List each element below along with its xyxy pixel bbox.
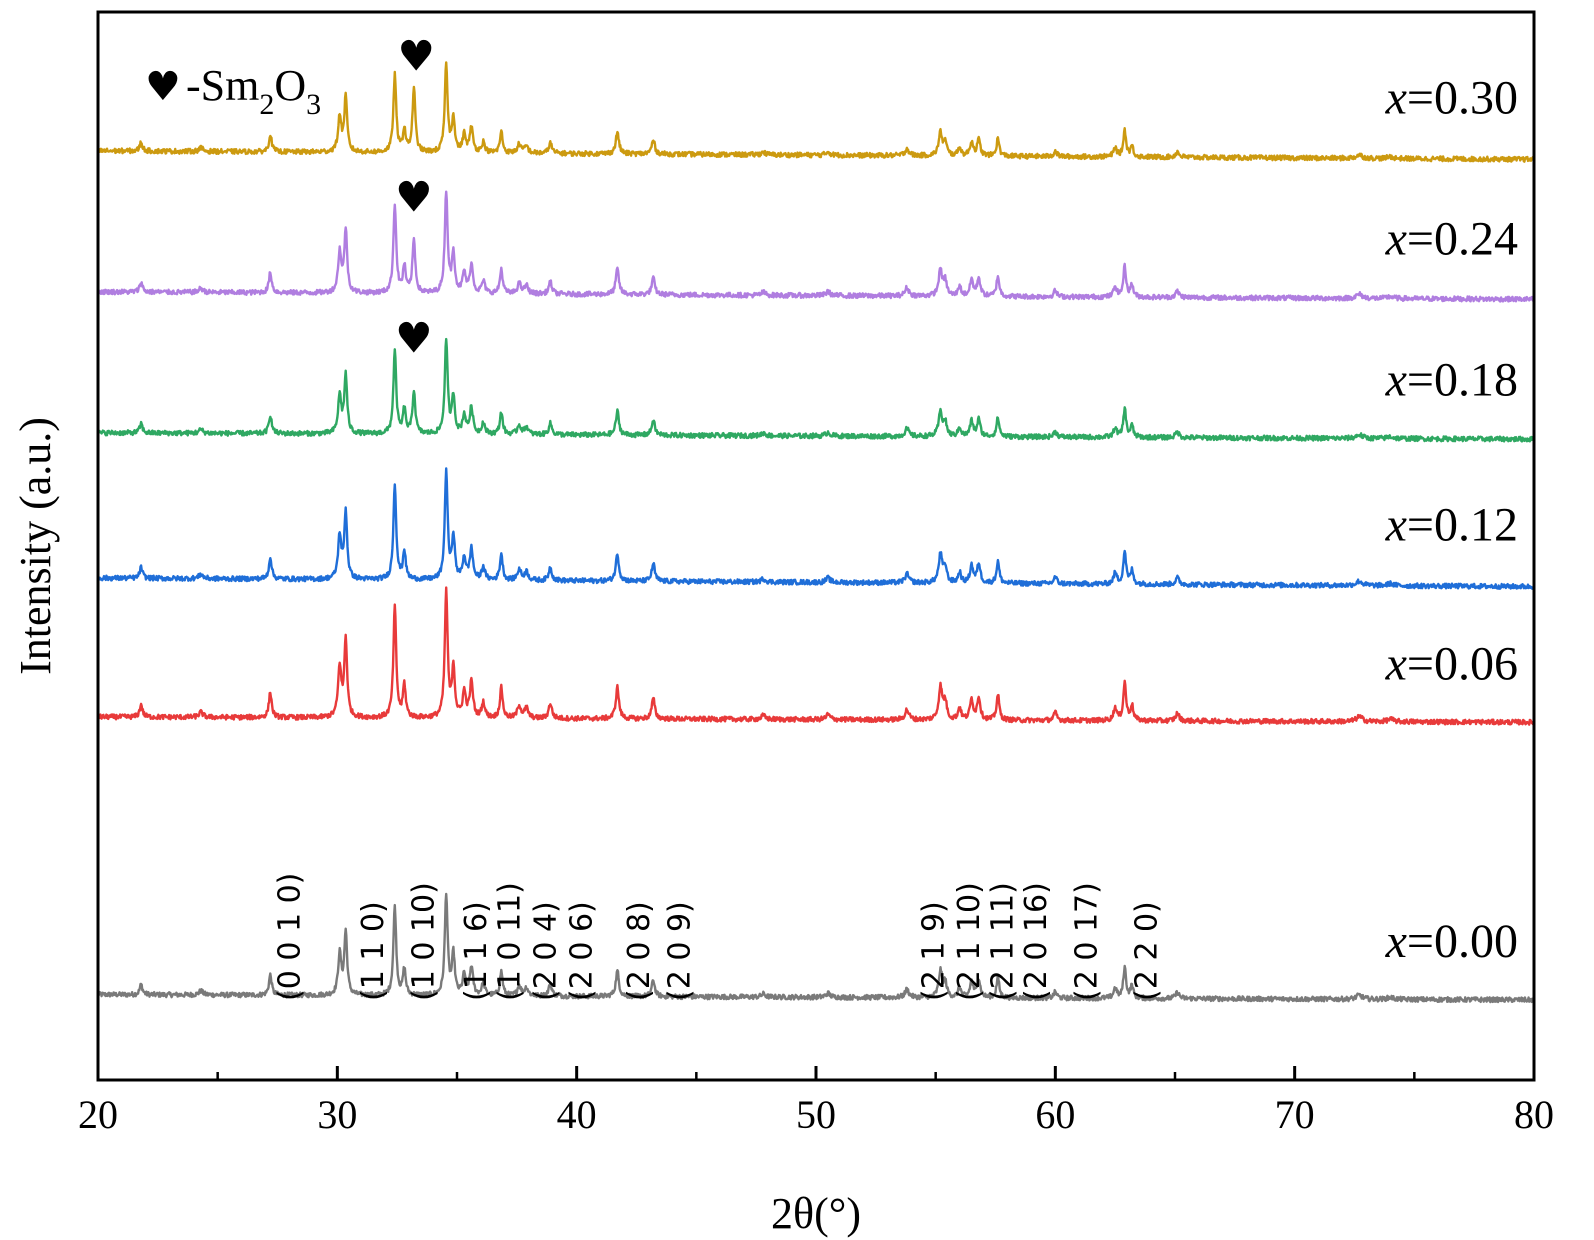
sm2o3-markers: ♥ ♥ ♥ [395, 32, 435, 363]
hkl-label: (2 1 10) [952, 882, 987, 1001]
hkl-label: (1 1 0) [356, 901, 391, 1001]
x-axis-title: 2θ(°) [771, 1189, 861, 1238]
sm2o3-heart-icon: ♥ [395, 314, 433, 363]
sm2o3-heart-icon: ♥ [397, 32, 435, 81]
x-tick-label: 60 [1035, 1092, 1075, 1137]
series-line-3 [96, 337, 1535, 443]
legend-heart-icon: ♥ [145, 64, 181, 110]
hkl-label: (1 0 10) [407, 882, 442, 1001]
series-line-5 [96, 61, 1535, 163]
hkl-label: (2 0 17) [1069, 882, 1104, 1001]
x-axis-ticks: 20 30 40 50 60 70 80 [78, 1066, 1554, 1137]
hkl-label: (2 0 16) [1019, 882, 1054, 1001]
hkl-label: (0 0 1 0) [273, 873, 308, 1001]
x-tick-label: 40 [557, 1092, 597, 1137]
series-label-1: x=0.06 [1385, 638, 1518, 691]
series-label-3: x=0.18 [1385, 353, 1518, 406]
series-layer [96, 61, 1536, 1004]
series-label-0: x=0.00 [1385, 915, 1518, 968]
hkl-annotations: (0 0 1 0) (1 1 0) (1 0 10) (1 1 6)(1 0 11)(… [273, 873, 1165, 1001]
series-line-0 [96, 892, 1535, 1004]
hkl-label: (2 0 4) [529, 901, 564, 1001]
series-labels: x=0.00 x=0.06 x=0.12 x=0.18 x=0.24 x=0.30 [1385, 72, 1518, 969]
hkl-label: (2 0 6) [565, 901, 600, 1001]
series-line-4 [96, 190, 1536, 303]
series-label-2: x=0.12 [1385, 499, 1518, 552]
hkl-label: (2 0 8) [622, 901, 657, 1001]
legend: ♥ -Sm2O3 [145, 61, 321, 121]
hkl-label: (2 1 11) [986, 882, 1021, 1001]
x-tick-label: 20 [78, 1092, 118, 1137]
x-tick-label: 70 [1275, 1092, 1315, 1137]
x-tick-label: 50 [796, 1092, 836, 1137]
y-axis-title: Intensity (a.u.) [11, 417, 60, 675]
legend-label: -Sm2O3 [186, 61, 321, 121]
x-tick-label: 80 [1514, 1092, 1554, 1137]
series-line-1 [97, 586, 1536, 726]
series-line-2 [96, 467, 1535, 590]
hkl-label: (2 1 9) [916, 901, 951, 1001]
hkl-label: (1 0 11) [493, 882, 528, 1001]
x-tick-label: 30 [317, 1092, 357, 1137]
hkl-label: (2 2 0) [1129, 901, 1164, 1001]
sm2o3-heart-icon: ♥ [395, 173, 433, 222]
plot-frame [96, 10, 1536, 1082]
hkl-label: (1 1 6) [459, 901, 494, 1001]
hkl-label: (2 0 9) [663, 901, 698, 1001]
series-label-5: x=0.30 [1385, 72, 1518, 125]
series-label-4: x=0.24 [1385, 212, 1518, 265]
